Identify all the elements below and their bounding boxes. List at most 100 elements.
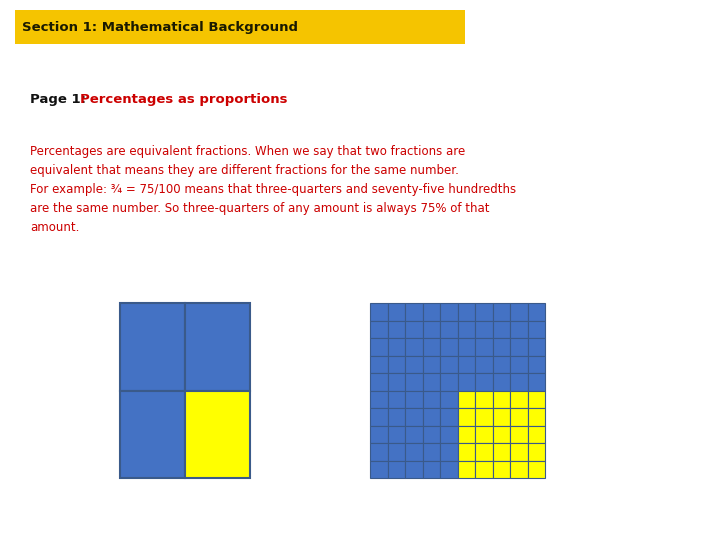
- Bar: [370, 461, 387, 478]
- Text: equivalent that means they are different fractions for the same number.: equivalent that means they are different…: [30, 164, 459, 177]
- Bar: [120, 303, 185, 390]
- Bar: [423, 426, 440, 443]
- Bar: [475, 355, 492, 373]
- Bar: [405, 373, 423, 390]
- Bar: [440, 303, 457, 321]
- Bar: [510, 390, 528, 408]
- Bar: [492, 390, 510, 408]
- Bar: [405, 303, 423, 321]
- Bar: [423, 443, 440, 461]
- Bar: [387, 373, 405, 390]
- Bar: [528, 321, 545, 338]
- Bar: [475, 338, 492, 355]
- Bar: [387, 338, 405, 355]
- Bar: [370, 321, 387, 338]
- Text: are the same number. So three-quarters of any amount is always 75% of that: are the same number. So three-quarters o…: [30, 202, 490, 215]
- Bar: [370, 303, 387, 321]
- Bar: [510, 355, 528, 373]
- Bar: [440, 355, 457, 373]
- Bar: [405, 426, 423, 443]
- Bar: [510, 338, 528, 355]
- Bar: [387, 426, 405, 443]
- Text: amount.: amount.: [30, 221, 79, 234]
- Bar: [387, 443, 405, 461]
- Bar: [528, 408, 545, 426]
- Bar: [492, 338, 510, 355]
- Bar: [492, 443, 510, 461]
- Bar: [475, 303, 492, 321]
- Bar: [423, 373, 440, 390]
- Bar: [457, 303, 475, 321]
- Bar: [423, 303, 440, 321]
- Bar: [510, 408, 528, 426]
- Bar: [510, 461, 528, 478]
- Bar: [423, 355, 440, 373]
- Bar: [440, 426, 457, 443]
- Text: Percentages are equivalent fractions. When we say that two fractions are: Percentages are equivalent fractions. Wh…: [30, 145, 465, 158]
- Bar: [423, 408, 440, 426]
- Bar: [440, 408, 457, 426]
- Bar: [510, 303, 528, 321]
- Bar: [475, 408, 492, 426]
- Bar: [457, 426, 475, 443]
- Bar: [492, 355, 510, 373]
- Bar: [370, 355, 387, 373]
- Bar: [387, 355, 405, 373]
- Bar: [492, 461, 510, 478]
- Bar: [120, 390, 185, 478]
- Bar: [510, 321, 528, 338]
- Bar: [457, 355, 475, 373]
- Bar: [475, 373, 492, 390]
- Bar: [440, 390, 457, 408]
- Bar: [528, 355, 545, 373]
- Bar: [440, 443, 457, 461]
- Bar: [440, 338, 457, 355]
- Bar: [457, 338, 475, 355]
- Bar: [457, 461, 475, 478]
- Bar: [475, 461, 492, 478]
- Bar: [387, 461, 405, 478]
- Bar: [15, 10, 465, 44]
- Text: Section 1: Mathematical Background: Section 1: Mathematical Background: [22, 21, 298, 33]
- Bar: [528, 461, 545, 478]
- Bar: [510, 443, 528, 461]
- Bar: [405, 408, 423, 426]
- Bar: [528, 338, 545, 355]
- Bar: [185, 390, 250, 478]
- Bar: [440, 461, 457, 478]
- Bar: [528, 303, 545, 321]
- Bar: [492, 408, 510, 426]
- Bar: [423, 321, 440, 338]
- Bar: [405, 321, 423, 338]
- Bar: [387, 390, 405, 408]
- Bar: [370, 443, 387, 461]
- Bar: [423, 338, 440, 355]
- Text: Percentages as proportions: Percentages as proportions: [80, 93, 287, 106]
- Bar: [185, 303, 250, 390]
- Bar: [475, 390, 492, 408]
- Bar: [370, 426, 387, 443]
- Bar: [457, 443, 475, 461]
- Bar: [457, 321, 475, 338]
- Bar: [423, 461, 440, 478]
- Bar: [492, 303, 510, 321]
- Bar: [370, 390, 387, 408]
- Bar: [475, 443, 492, 461]
- Bar: [440, 321, 457, 338]
- Bar: [405, 338, 423, 355]
- Bar: [387, 321, 405, 338]
- Bar: [510, 373, 528, 390]
- Bar: [423, 390, 440, 408]
- Bar: [440, 373, 457, 390]
- Text: For example: ¾ = 75/100 means that three-quarters and seventy-five hundredths: For example: ¾ = 75/100 means that three…: [30, 183, 516, 196]
- Bar: [405, 390, 423, 408]
- Bar: [387, 408, 405, 426]
- Bar: [405, 355, 423, 373]
- Bar: [457, 408, 475, 426]
- Bar: [528, 390, 545, 408]
- Bar: [405, 461, 423, 478]
- Bar: [492, 426, 510, 443]
- Bar: [405, 443, 423, 461]
- Bar: [492, 321, 510, 338]
- Bar: [528, 426, 545, 443]
